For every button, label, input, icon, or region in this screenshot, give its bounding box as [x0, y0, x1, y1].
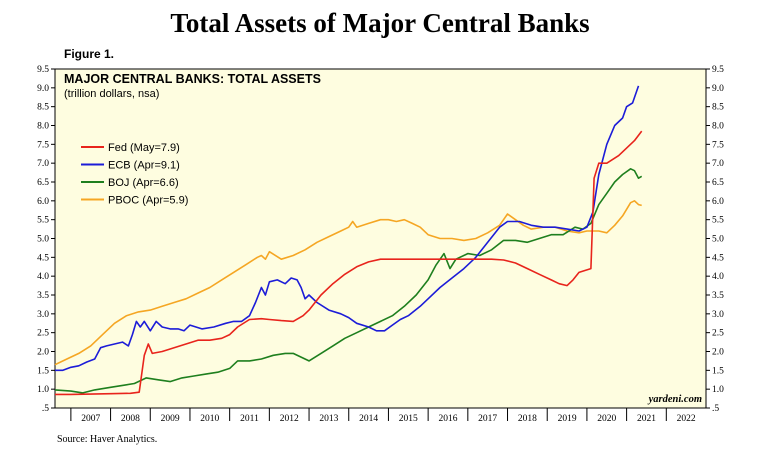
- y-tick-label-right: 5.0: [712, 235, 724, 245]
- x-tick-label: 2009: [161, 414, 180, 424]
- y-tick-label-left: 8.0: [37, 122, 49, 132]
- x-tick-label: 2011: [240, 414, 259, 424]
- y-tick-label-left: 7.0: [37, 159, 49, 169]
- y-tick-label-right: 7.0: [712, 159, 724, 169]
- x-tick-label: 2017: [478, 414, 497, 424]
- y-tick-label-left: 9.0: [37, 84, 49, 94]
- y-tick-label-left: 4.5: [37, 253, 49, 263]
- y-tick-label-right: 3.5: [712, 291, 724, 301]
- y-tick-label-right: 3.0: [712, 310, 724, 320]
- x-tick-label: 2016: [438, 414, 457, 424]
- y-tick-label-left: 6.5: [37, 178, 49, 188]
- x-axis: 2007 2008 2009 2010 2011 2012 2013 2014 2015 2016…: [70, 408, 696, 424]
- y-tick-label-right: 6.5: [712, 178, 724, 188]
- y-tick-label-left: 5.5: [37, 216, 49, 226]
- series-line-0: [55, 130, 643, 396]
- source-note: Source: Haver Analytics.: [57, 434, 158, 445]
- y-axis-right: .5 1.0 1.5 2.0 2.5 3.0 3.5 4.0 4.5 5.0 5.5 6.0 6.5 7.…: [706, 65, 724, 414]
- x-tick-label: 2020: [597, 414, 616, 424]
- y-tick-label-left: 3.5: [37, 291, 49, 301]
- y-tick-label-right: 9.5: [712, 65, 724, 75]
- legend-label: PBOC (Apr=5.9): [108, 195, 188, 207]
- x-tick-label: 2019: [558, 414, 577, 424]
- y-tick-label-right: 4.0: [712, 272, 724, 282]
- y-tick-label-right: 5.5: [712, 216, 724, 226]
- y-tick-label-left: 1.0: [37, 385, 49, 395]
- y-tick-label-right: 8.0: [712, 122, 724, 132]
- y-tick-label-right: 1.5: [712, 366, 724, 376]
- y-tick-label-left: 1.5: [37, 366, 49, 376]
- y-tick-label-right: 9.0: [712, 84, 724, 94]
- y-tick-label-left: 6.0: [37, 197, 49, 207]
- y-tick-label-left: 3.0: [37, 310, 49, 320]
- y-tick-label-right: 1.0: [712, 385, 724, 395]
- chart-subtitle: (trillion dollars, nsa): [64, 88, 159, 100]
- x-tick-label: 2008: [121, 414, 140, 424]
- x-tick-label: 2022: [677, 414, 696, 424]
- y-tick-label-right: 2.5: [712, 329, 724, 339]
- x-tick-label: 2018: [518, 414, 537, 424]
- y-tick-label-left: 8.5: [37, 103, 49, 113]
- y-tick-label-left: 2.0: [37, 348, 49, 358]
- y-tick-label-left: 7.5: [37, 140, 49, 150]
- series-line-2: [54, 168, 643, 394]
- watermark: yardeni.com: [647, 394, 702, 405]
- x-tick-label: 2014: [359, 414, 378, 424]
- y-tick-label-right: 4.5: [712, 253, 724, 263]
- legend-label: ECB (Apr=9.1): [108, 160, 180, 172]
- legend-label: BOJ (Apr=6.6): [108, 177, 179, 189]
- series-lines: [54, 85, 643, 396]
- y-tick-label-right: 8.5: [712, 103, 724, 113]
- legend: Fed (May=7.9) ECB (Apr=9.1) BOJ (Apr=6.6) P…: [81, 142, 188, 207]
- series-line-3: [54, 200, 642, 366]
- x-tick-label: 2012: [280, 414, 299, 424]
- y-tick-label-left: 4.0: [37, 272, 49, 282]
- y-tick-label-right: 7.5: [712, 140, 724, 150]
- x-tick-label: 2013: [319, 414, 338, 424]
- y-axis-left: .5 1.0 1.5 2.0 2.5 3.0 3.5 4.0 4.5 5.0 5.5 6.0 6.5 7.…: [37, 65, 55, 414]
- y-tick-label-left: .5: [42, 404, 49, 414]
- x-tick-label: 2007: [81, 414, 100, 424]
- y-tick-label-left: 5.0: [37, 235, 49, 245]
- y-tick-label-right: .5: [712, 404, 719, 414]
- plot-area: [54, 68, 707, 409]
- x-tick-label: 2010: [200, 414, 219, 424]
- y-tick-label-right: 6.0: [712, 197, 724, 207]
- y-tick-label-right: 2.0: [712, 348, 724, 358]
- x-tick-label: 2021: [637, 414, 656, 424]
- legend-label: Fed (May=7.9): [108, 142, 180, 154]
- x-tick-label: 2015: [399, 414, 418, 424]
- page-title: Total Assets of Major Central Banks: [170, 8, 590, 38]
- y-tick-label-left: 9.5: [37, 65, 49, 75]
- figure-label: Figure 1.: [64, 47, 115, 61]
- series-line-1: [55, 85, 640, 372]
- chart-title: MAJOR CENTRAL BANKS: TOTAL ASSETS: [64, 72, 321, 86]
- y-tick-label-left: 2.5: [37, 329, 49, 339]
